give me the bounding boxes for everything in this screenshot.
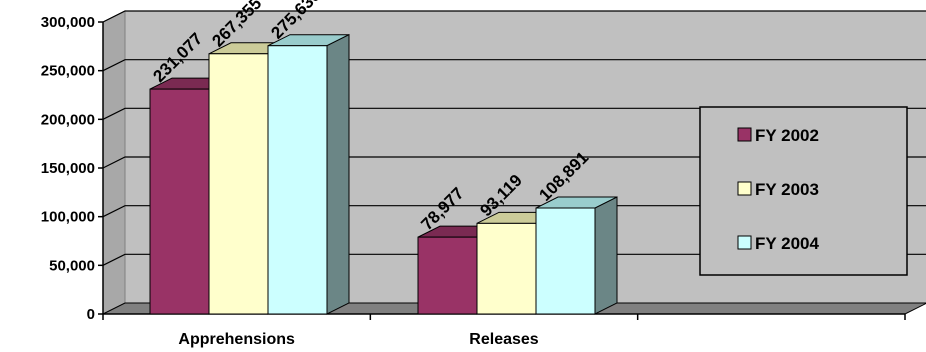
bar (268, 46, 327, 314)
y-tick-label: 200,000 (41, 111, 95, 128)
legend-swatch (738, 236, 751, 249)
legend-swatch (738, 128, 751, 141)
y-tick-label: 50,000 (49, 257, 95, 274)
legend-swatch (738, 182, 751, 195)
y-tick-label: 250,000 (41, 63, 95, 80)
category-label: Apprehensions (178, 331, 295, 348)
y-tick-label: 150,000 (41, 160, 95, 177)
bar-side (327, 35, 349, 314)
y-tick-label: 100,000 (41, 209, 95, 226)
y-tick-label: 300,000 (41, 14, 95, 31)
bar (418, 237, 477, 314)
bar (536, 208, 595, 314)
y-tick-label: 0 (87, 306, 95, 323)
legend-label: FY 2004 (755, 234, 820, 253)
legend-label: FY 2003 (755, 180, 819, 199)
bar (150, 89, 209, 314)
bar (209, 54, 268, 314)
category-label: Releases (469, 331, 538, 348)
bar-side (595, 197, 617, 314)
legend-label: FY 2002 (755, 126, 819, 145)
bar (477, 223, 536, 314)
